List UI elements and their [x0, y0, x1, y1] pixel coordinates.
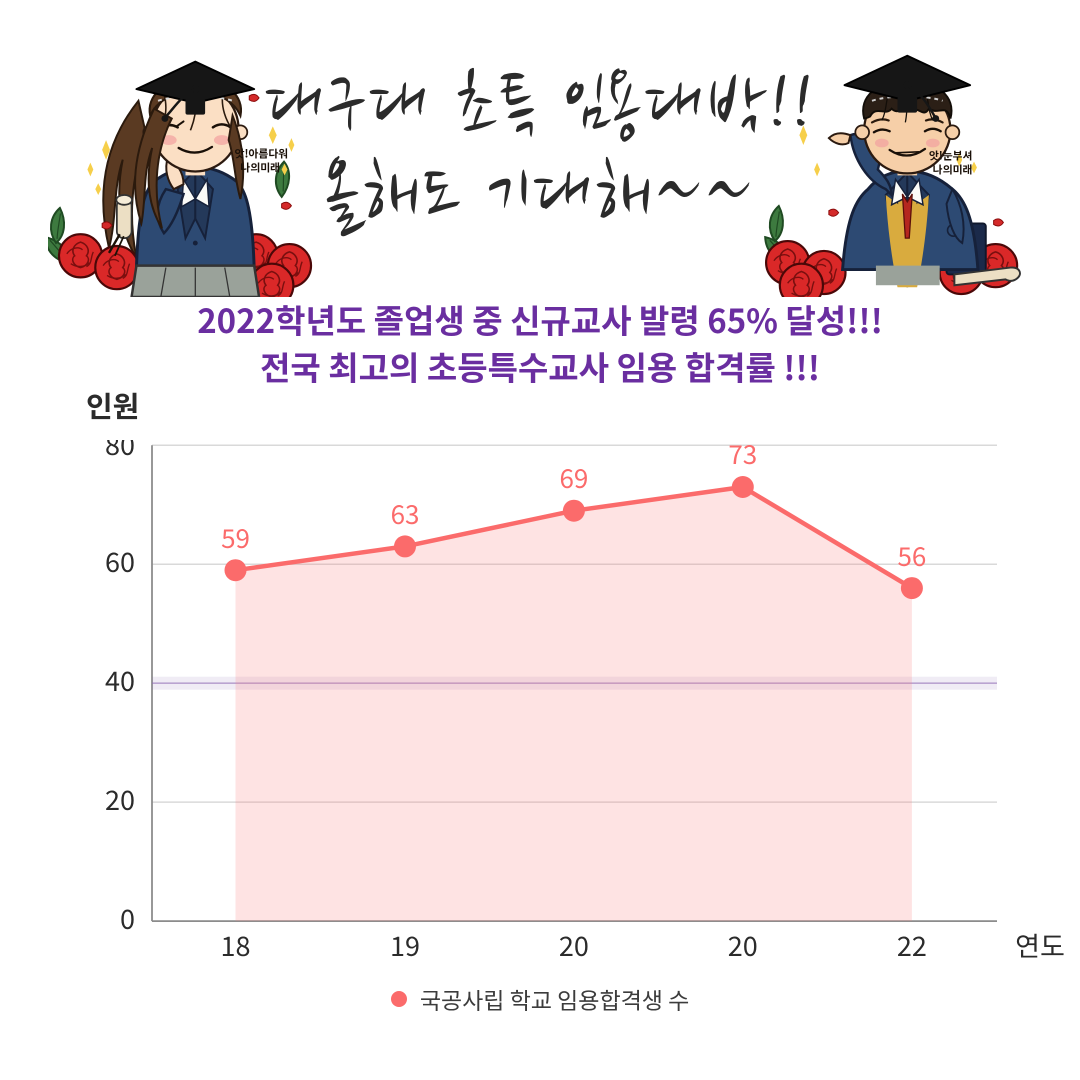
svg-text:80: 80 [105, 440, 135, 463]
svg-text:56: 56 [897, 537, 926, 574]
svg-text:63: 63 [391, 495, 420, 532]
svg-text:연도: 연도 [1015, 925, 1065, 964]
svg-text:20: 20 [559, 925, 589, 964]
svg-text:18: 18 [221, 925, 251, 964]
svg-text:20: 20 [105, 779, 135, 818]
svg-text:22: 22 [897, 925, 927, 964]
svg-text:40: 40 [105, 660, 135, 699]
svg-text:69: 69 [559, 459, 588, 496]
svg-text:20: 20 [728, 925, 758, 964]
svg-text:60: 60 [105, 541, 135, 580]
svg-text:59: 59 [221, 519, 250, 556]
svg-text:19: 19 [390, 925, 420, 964]
svg-text:73: 73 [728, 440, 757, 472]
svg-text:0: 0 [120, 898, 135, 937]
